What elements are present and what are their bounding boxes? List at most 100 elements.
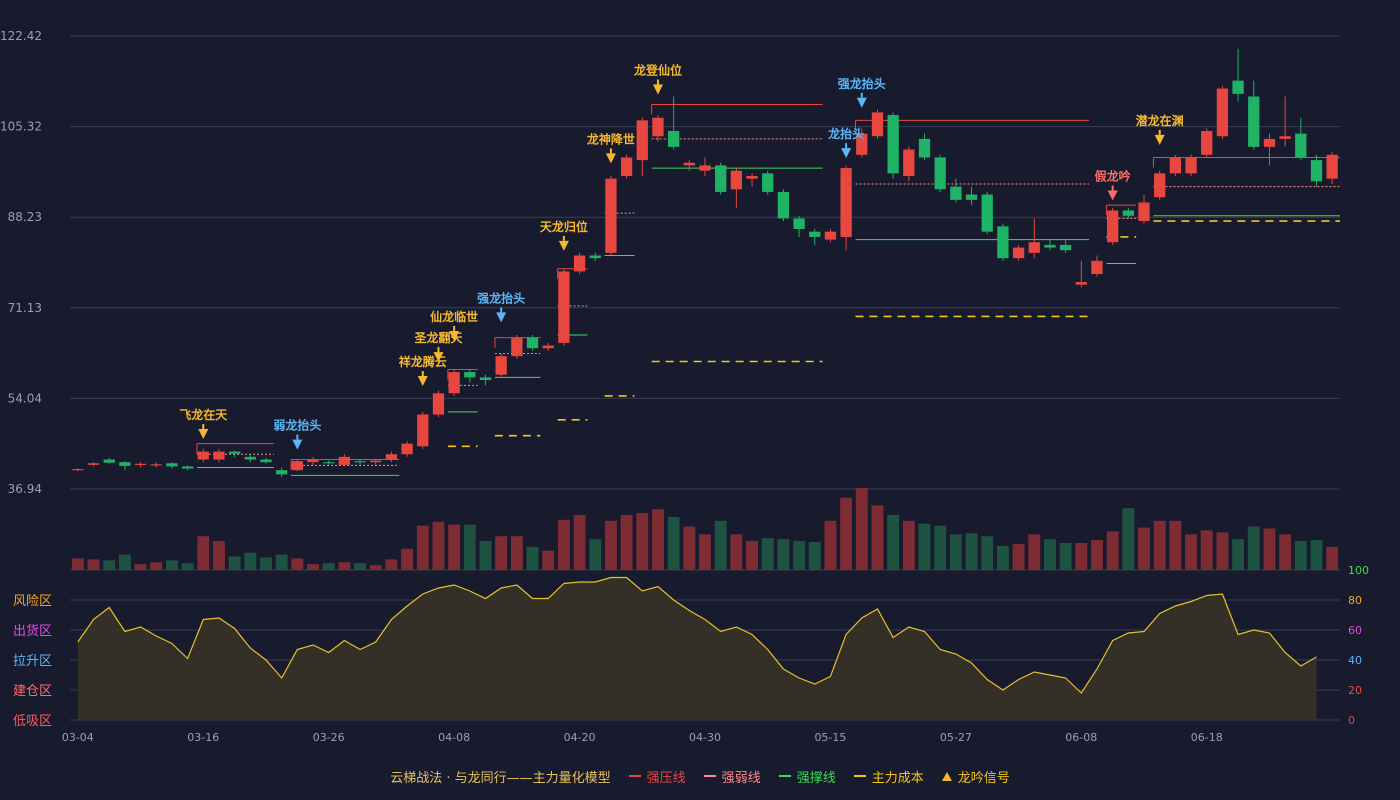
x-tick-label: 05-27 xyxy=(940,731,972,744)
signal-label: 祥龙腾云 xyxy=(399,354,447,369)
candle-body xyxy=(181,466,194,469)
volume-bar xyxy=(1200,530,1213,570)
candle-body xyxy=(934,157,946,190)
signal-label: 潜龙在渊 xyxy=(1136,113,1184,128)
candle-body xyxy=(573,255,586,272)
legend-cost-label: 主力成本 xyxy=(871,770,924,786)
candle-body xyxy=(448,372,460,394)
signal-arrow-icon xyxy=(605,153,616,164)
volume-bar xyxy=(996,545,1009,570)
price-tick-label: 105.32 xyxy=(0,120,42,134)
volume-bar xyxy=(793,541,806,570)
signal-label: 龙登仙位 xyxy=(634,63,682,78)
volume-bar xyxy=(1012,543,1025,570)
volume-bar xyxy=(730,534,743,570)
volume-bar xyxy=(1028,534,1041,570)
signal-label: 假龙吟 xyxy=(1095,169,1131,184)
volume-bar xyxy=(620,515,633,570)
volume-bar xyxy=(1138,527,1150,570)
signal-label: 龙抬头 xyxy=(828,126,864,141)
signal-arrow-icon xyxy=(433,352,444,363)
volume-bar xyxy=(589,539,602,570)
legend-press[interactable]: 强压线 xyxy=(628,767,686,786)
volume-bar xyxy=(354,563,367,570)
osc-tick-label: 20 xyxy=(1348,684,1362,697)
osc-tick-label: 0 xyxy=(1348,714,1355,727)
candle-body xyxy=(809,231,821,237)
candle-body xyxy=(715,165,727,192)
candle-body xyxy=(72,469,84,471)
volume-bar xyxy=(652,509,664,570)
volume-bar xyxy=(1075,542,1088,570)
volume-bar xyxy=(385,559,398,570)
volume-bar xyxy=(699,534,711,570)
volume-bar xyxy=(197,536,210,570)
candle-body xyxy=(1091,260,1103,275)
signal-arrow-icon xyxy=(449,330,460,341)
candle-body xyxy=(903,149,915,177)
price-tick-label: 88.23 xyxy=(8,210,42,224)
legend-support-label: 强撑线 xyxy=(796,770,836,786)
candle-body xyxy=(1326,154,1338,179)
legend-signal-label: 龙吟信号 xyxy=(957,770,1010,786)
candle-body xyxy=(354,461,366,463)
signal-arrow-icon xyxy=(841,148,852,159)
volume-bar xyxy=(824,520,837,570)
candle-body xyxy=(589,255,601,259)
volume-bar xyxy=(401,548,414,570)
volume-bar xyxy=(322,563,335,570)
volume-bar xyxy=(212,541,225,570)
candle-body xyxy=(103,459,115,463)
osc-tick-label: 80 xyxy=(1348,594,1362,607)
candle-body xyxy=(558,271,570,343)
volume-bar xyxy=(855,488,868,570)
candle-body xyxy=(1059,244,1072,251)
candle-body xyxy=(495,356,507,375)
volume-bar xyxy=(338,562,351,570)
legend-signal[interactable]: 龙吟信号 xyxy=(941,767,1010,786)
candle-body xyxy=(699,165,711,171)
x-tick-label: 04-08 xyxy=(438,731,470,744)
volume-bar xyxy=(808,542,821,570)
osc-tick-label: 100 xyxy=(1348,564,1369,577)
candle-body xyxy=(1107,210,1119,243)
signal-label: 强龙抬头 xyxy=(477,290,525,305)
x-tick-label: 05-15 xyxy=(814,731,846,744)
signal-label: 仙龙临世 xyxy=(430,309,478,324)
volume-bar xyxy=(87,559,100,570)
price-tick-label: 71.13 xyxy=(8,301,42,315)
candle-body xyxy=(840,168,852,237)
candle-body xyxy=(1012,247,1025,259)
volume-bar xyxy=(369,565,382,570)
candle-body xyxy=(1248,96,1260,147)
volume-bar xyxy=(71,558,84,570)
volume-bar xyxy=(228,556,241,570)
candle-body xyxy=(417,414,429,447)
legend-support[interactable]: 强撑线 xyxy=(778,767,836,786)
x-tick-label: 03-04 xyxy=(62,731,94,744)
candle-body xyxy=(1201,130,1213,155)
volume-bar xyxy=(887,515,900,570)
legend-weak[interactable]: 强弱线 xyxy=(703,767,761,786)
candle-body xyxy=(307,459,319,463)
volume-bar xyxy=(1263,528,1276,570)
candle-body xyxy=(166,463,178,467)
candle-body xyxy=(667,130,680,147)
volume-bar xyxy=(526,546,539,570)
volume-bar xyxy=(291,558,304,570)
candle-body xyxy=(1295,133,1307,158)
candle-body xyxy=(291,461,303,471)
signal-arrow-icon xyxy=(1107,190,1118,201)
candle-body xyxy=(1310,160,1323,182)
volume-bar xyxy=(150,562,163,570)
volume-bar xyxy=(981,536,994,570)
candle-body xyxy=(276,470,288,475)
volume-bar xyxy=(181,563,194,570)
candle-body xyxy=(605,178,617,253)
volume-bar xyxy=(1232,539,1245,570)
volume-bar xyxy=(1169,520,1182,570)
volume-bar xyxy=(134,564,147,570)
volume-bar xyxy=(604,520,617,570)
candle-body xyxy=(965,194,978,200)
legend-cost[interactable]: 主力成本 xyxy=(853,767,924,786)
